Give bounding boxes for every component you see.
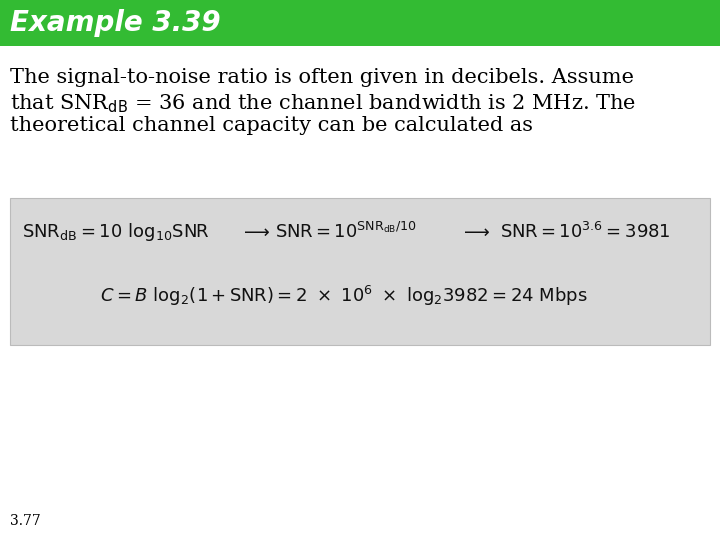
Text: $\mathrm{SNR = 10^{3.6} = 3981}$: $\mathrm{SNR = 10^{3.6} = 3981}$ (500, 222, 671, 242)
Text: $\mathrm{SNR_{dB} = 10\ log_{10}SNR}$: $\mathrm{SNR_{dB} = 10\ log_{10}SNR}$ (22, 221, 210, 243)
Bar (10, 198, 710, 345)
Text: $\longrightarrow$: $\longrightarrow$ (240, 223, 271, 241)
Text: Example 3.39: Example 3.39 (10, 9, 220, 37)
Text: $\longrightarrow$: $\longrightarrow$ (460, 223, 490, 241)
Text: $\mathrm{SNR = 10^{SNR_{dB}/10}}$: $\mathrm{SNR = 10^{SNR_{dB}/10}}$ (275, 222, 417, 242)
Text: 3.77: 3.77 (10, 514, 41, 528)
Text: theoretical channel capacity can be calculated as: theoretical channel capacity can be calc… (10, 116, 533, 135)
Text: that SNR$_{\mathrm{dB}}$ = 36 and the channel bandwidth is 2 MHz. The: that SNR$_{\mathrm{dB}}$ = 36 and the ch… (10, 92, 636, 114)
Bar (0, 0, 720, 46)
Text: The signal-to-noise ratio is often given in decibels. Assume: The signal-to-noise ratio is often given… (10, 68, 634, 87)
Text: $\mathit{C} = \mathit{B}\ \mathrm{log_2(1 + SNR) = 2\ \times\ 10^6\ \times\ log_: $\mathit{C} = \mathit{B}\ \mathrm{log_2(… (100, 284, 588, 308)
